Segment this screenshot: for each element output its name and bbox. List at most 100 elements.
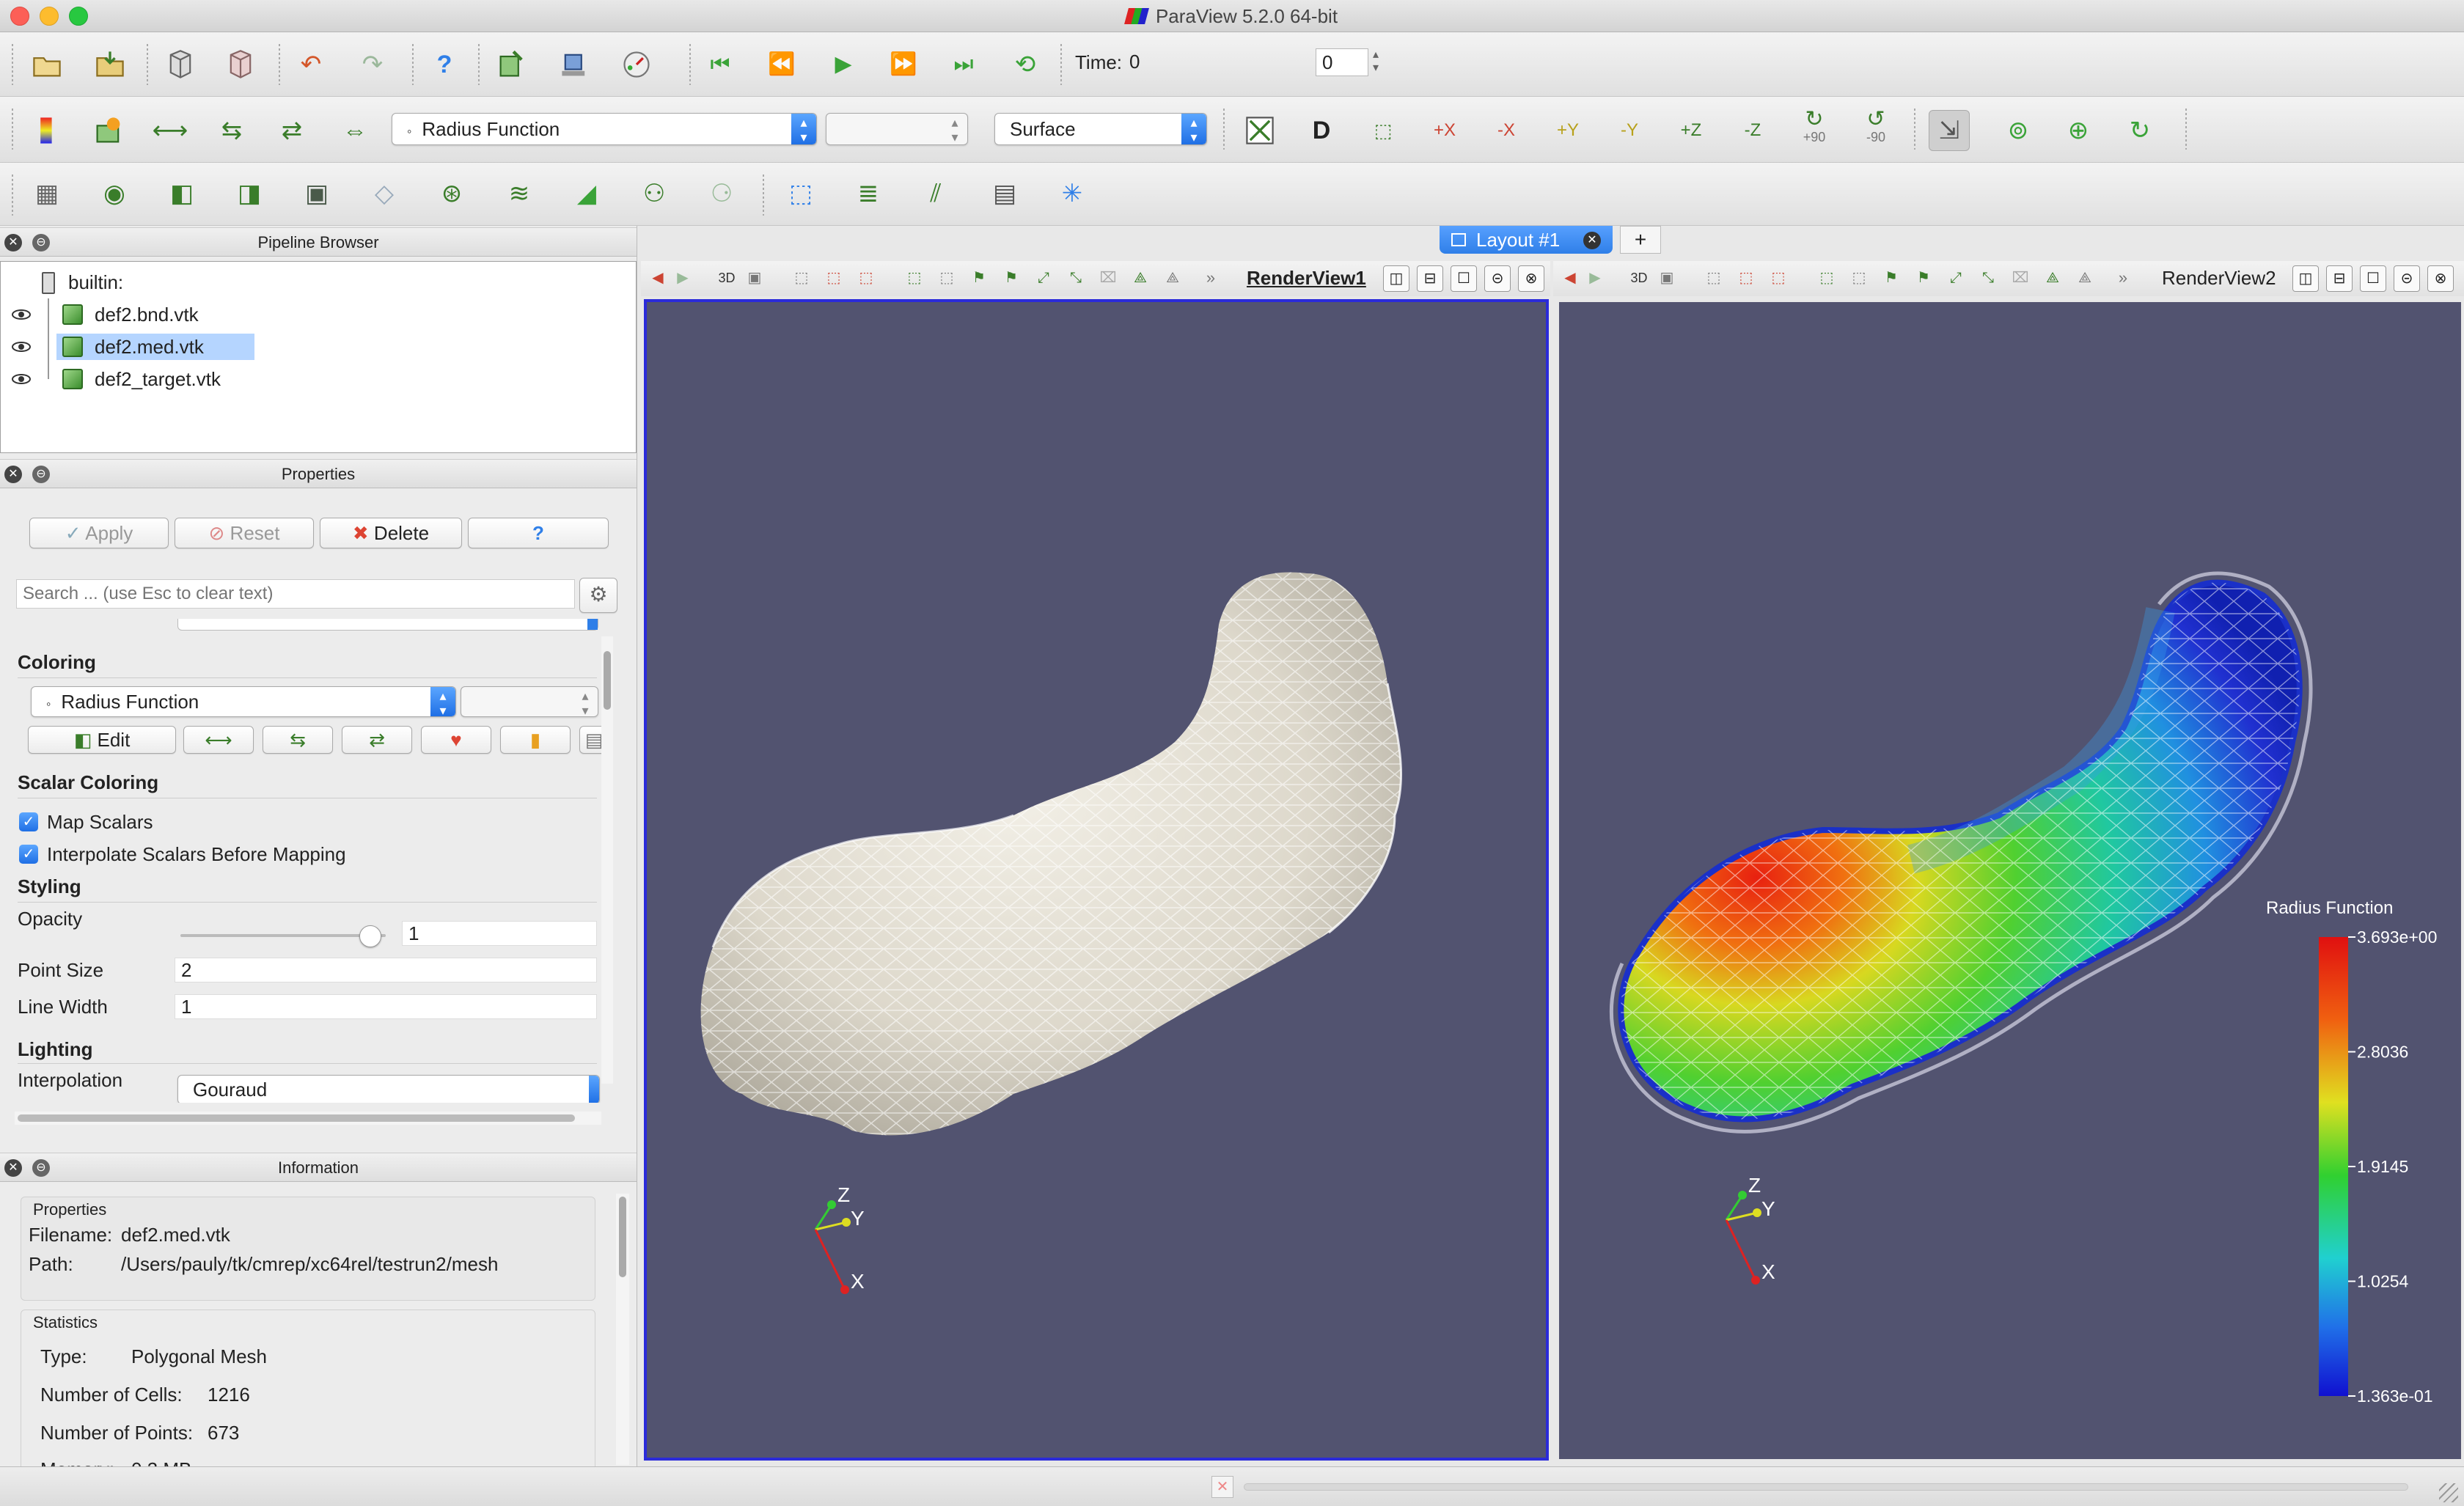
choose-preset-button[interactable]: ♥ xyxy=(421,726,491,754)
add-layout-button[interactable]: + xyxy=(1620,226,1661,254)
hover-points-icon[interactable]: ⚑ xyxy=(1885,270,1898,286)
timestep-input[interactable]: 0 xyxy=(1316,48,1368,76)
first-frame-icon[interactable]: ⏮ xyxy=(710,52,730,76)
split-vertical-button[interactable]: ⊟ xyxy=(1417,265,1443,292)
rescale-range-button[interactable]: ⟷ xyxy=(183,726,254,754)
grow-selection-icon[interactable]: ⤢ xyxy=(1950,270,1962,286)
zoom-to-box-icon[interactable]: ⬚ xyxy=(1374,120,1393,142)
grow-selection-icon[interactable]: ⤢ xyxy=(1038,270,1049,286)
timestep-spinner[interactable]: ▴ ▾ xyxy=(1373,48,1379,74)
shrink-selection-icon[interactable]: ⤡ xyxy=(1982,270,1994,286)
hover-points-icon[interactable]: ⚑ xyxy=(972,270,986,286)
python-shell-icon[interactable] xyxy=(617,45,656,84)
stream-tracer-icon[interactable]: ≋ xyxy=(508,180,530,207)
temporal-range-icon[interactable]: ⇄ xyxy=(281,117,303,144)
polygon-select-icon[interactable]: ⟁ xyxy=(1134,270,1147,286)
interpolate-scalars-checkbox[interactable]: ✓ xyxy=(19,845,38,864)
maximize-view-button[interactable]: ☐ xyxy=(1451,265,1477,292)
eye-icon[interactable] xyxy=(11,307,32,322)
more-tools-icon[interactable]: » xyxy=(1206,268,1216,287)
redo-icon[interactable]: ↷ xyxy=(362,51,384,78)
undo-icon[interactable]: ↶ xyxy=(300,51,322,78)
camera-undo-icon[interactable]: ◀ xyxy=(1564,270,1576,286)
visible-range-icon[interactable]: ⇔ xyxy=(342,117,367,144)
save-data-icon[interactable] xyxy=(161,45,199,84)
representation-select[interactable]: Surface ▴ ▾ xyxy=(994,113,1207,145)
view-minus-y-icon[interactable]: -Y xyxy=(1621,120,1638,140)
play-icon[interactable]: ▶ xyxy=(835,52,852,76)
polygon-select-icon[interactable]: ⟁ xyxy=(2046,270,2059,286)
map-scalars-checkbox[interactable]: ✓ xyxy=(19,812,38,831)
view-plus-y-icon[interactable]: +Y xyxy=(1556,120,1580,140)
mode-3d-toggle[interactable]: 3D xyxy=(1630,271,1648,285)
splitter-icon[interactable]: ✳ xyxy=(1061,180,1083,207)
view-plus-z-icon[interactable]: +Z xyxy=(1680,120,1702,140)
renderview2-title[interactable]: RenderView2 xyxy=(2162,267,2276,289)
close-panel-icon[interactable]: ✕ xyxy=(4,466,22,483)
previous-frame-icon[interactable]: ⏪ xyxy=(768,52,796,76)
select-points-icon[interactable]: ⬚ xyxy=(826,270,841,286)
camera-undo-icon[interactable]: ◀ xyxy=(652,270,664,286)
interactive-select-icon[interactable]: ⬚ xyxy=(939,270,954,286)
component-select[interactable]: ▴ ▾ xyxy=(826,113,968,145)
renderview1-title[interactable]: RenderView1 xyxy=(1247,267,1366,289)
reset-range-icon[interactable]: ⟷ xyxy=(152,117,188,144)
disconnect-server-icon[interactable] xyxy=(556,45,594,84)
interactive-select-icon[interactable]: ⬚ xyxy=(1852,270,1866,286)
tree-item-target[interactable]: def2_target.vtk xyxy=(1,363,631,395)
delete-button[interactable]: ✖ Delete xyxy=(320,518,462,548)
more-tools-icon[interactable]: » xyxy=(2118,268,2128,287)
close-view-button[interactable]: ⊗ xyxy=(1518,265,1544,292)
hover-cells-icon[interactable]: ⚑ xyxy=(1005,270,1018,286)
line-width-input[interactable]: 1 xyxy=(175,994,597,1019)
help-button[interactable]: ? xyxy=(468,518,609,548)
coloring-array-select[interactable]: ◦ Radius Function ▴ ▾ xyxy=(31,686,456,717)
shrink-selection-icon[interactable]: ⤡ xyxy=(1070,270,1082,286)
interpolation-select[interactable]: Gouraud xyxy=(177,1075,600,1103)
clear-progress-icon[interactable]: ✕ xyxy=(1211,1476,1233,1498)
split-vertical-button[interactable]: ⊟ xyxy=(2326,265,2353,292)
help-icon[interactable]: ? xyxy=(436,51,452,78)
slice-icon[interactable]: ◨ xyxy=(237,180,262,207)
annotations-button[interactable]: ▤ xyxy=(579,726,601,754)
float-panel-icon[interactable]: ⊖ xyxy=(32,234,50,251)
select-block-icon[interactable]: ⬚ xyxy=(1819,270,1834,286)
temporal-rescale-button[interactable]: ⇄ xyxy=(342,726,412,754)
rotate-plus-90-icon[interactable]: ↻ +90 xyxy=(1803,107,1826,144)
restore-view-button[interactable]: ⊝ xyxy=(1484,265,1511,292)
load-state-icon[interactable] xyxy=(91,45,129,84)
close-window-button[interactable] xyxy=(10,7,29,26)
rotation-center-icon[interactable]: ⊚ xyxy=(2007,117,2029,144)
tree-item-bnd[interactable]: def2.bnd.vtk xyxy=(1,298,631,331)
float-panel-icon[interactable]: ⊖ xyxy=(32,466,50,483)
view-minus-z-icon[interactable]: -Z xyxy=(1744,120,1761,140)
capture-icon[interactable]: ▣ xyxy=(1660,270,1674,286)
view-plus-x-icon[interactable]: +X xyxy=(1433,120,1456,140)
zoom-window-button[interactable] xyxy=(69,7,88,26)
mode-3d-toggle[interactable]: 3D xyxy=(718,271,736,285)
plot-data-icon[interactable]: ⫽ xyxy=(930,180,942,207)
open-file-icon[interactable] xyxy=(28,45,66,84)
close-panel-icon[interactable]: ✕ xyxy=(4,1159,22,1177)
split-horizontal-button[interactable]: ◫ xyxy=(1383,265,1409,292)
capture-icon[interactable]: ▣ xyxy=(747,270,762,286)
renderview2-canvas[interactable]: Z Y X Radius Function 3.693e+00 2.8036 1.9… xyxy=(1559,302,2461,1459)
clip-icon[interactable]: ◧ xyxy=(169,180,194,207)
search-input[interactable] xyxy=(16,579,575,609)
float-panel-icon[interactable]: ⊖ xyxy=(32,1159,50,1177)
warp-vector-icon[interactable]: ◢ xyxy=(576,180,597,207)
opacity-input[interactable]: 1 xyxy=(402,921,597,946)
color-array-select[interactable]: ◦ Radius Function ▴ ▾ xyxy=(392,113,817,145)
restore-view-button[interactable]: ⊝ xyxy=(2394,265,2420,292)
opacity-slider-track[interactable] xyxy=(180,934,386,937)
reset-camera-icon[interactable] xyxy=(1241,111,1279,150)
minimize-window-button[interactable] xyxy=(40,7,59,26)
polygon-select-points-icon[interactable]: ⟁ xyxy=(2078,270,2091,286)
rotate-minus-90-icon[interactable]: ↺ -90 xyxy=(1866,107,1885,144)
clear-selection-icon[interactable]: ⌧ xyxy=(1099,270,1117,286)
reset-button[interactable]: ⊘ Reset xyxy=(175,518,314,548)
calculator-icon[interactable]: ▦ xyxy=(34,180,59,207)
reset-center-icon[interactable]: ↻ xyxy=(2129,117,2151,144)
tree-root[interactable]: builtin: xyxy=(1,266,631,298)
threshold-icon[interactable]: ▣ xyxy=(304,180,329,207)
